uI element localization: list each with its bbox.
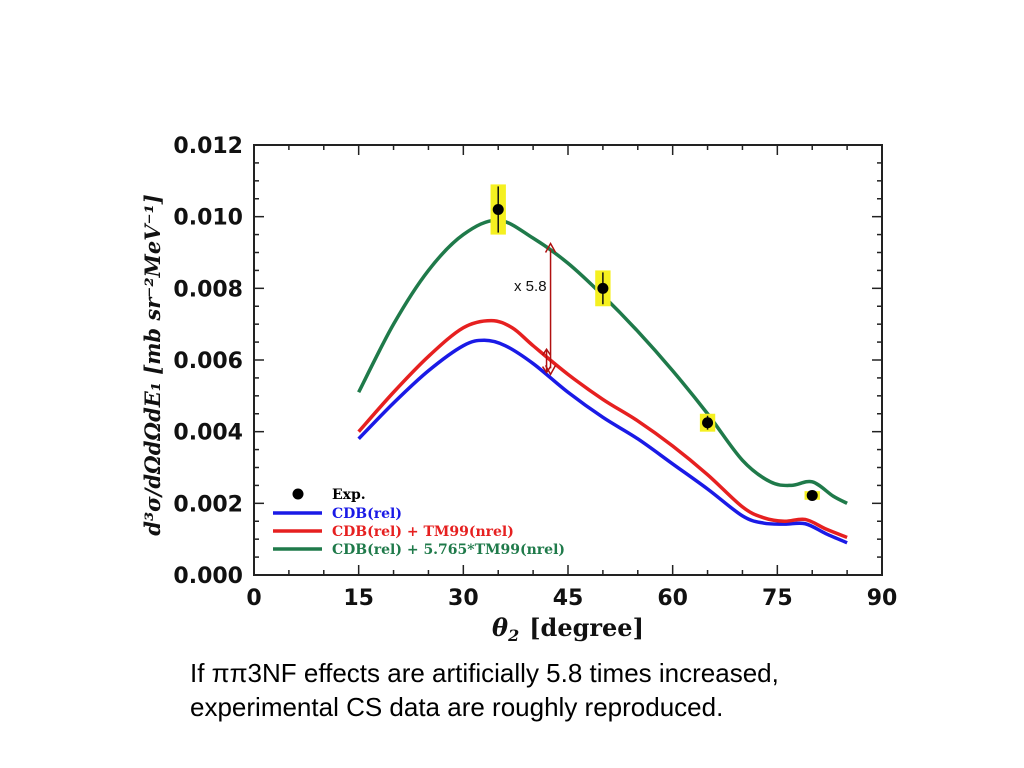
cdb-tm99-curve: [357, 318, 848, 540]
x-tick-label: 0: [246, 586, 261, 611]
x-tick-label: 75: [762, 586, 793, 611]
small-arrow-head-bottom: [541, 366, 552, 374]
x-tick-label: 15: [343, 586, 374, 611]
y-tick-label: 0.012: [173, 134, 243, 159]
y-tick-label: 0.004: [173, 421, 243, 446]
x-axis-title: θ2 [degree]: [492, 613, 644, 645]
legend-label-cdb-rel-curve: CDB(rel): [332, 506, 402, 522]
caption: If ππ3NF effects are artificially 5.8 ti…: [190, 656, 910, 724]
caption-line-1: If ππ3NF effects are artificially 5.8 ti…: [190, 658, 779, 688]
caption-line-2: experimental CS data are roughly reprodu…: [190, 692, 724, 722]
exp-point: [492, 204, 504, 215]
exp-point: [702, 417, 714, 429]
small-arrow-head-top: [541, 347, 552, 356]
cross-section-chart: 0 15 30 45 60 75 90 0.0000.0020.0040.0060.0080…: [140, 134, 897, 645]
x-tick-label: 45: [553, 586, 584, 611]
legend: Exp. CDB(rel) CDB(rel) + TM99(nrel) CDB(rel…: [273, 487, 565, 558]
x-tick-labels: 0 15 30 45 60 75 90: [246, 586, 897, 611]
x-tick-label: 90: [867, 586, 898, 611]
legend-label-cdb-tm99-curve: CDB(rel) + TM99(nrel): [332, 524, 514, 540]
y-tick-label: 0.000: [173, 564, 243, 589]
exp-point: [806, 489, 818, 501]
cdb-rel-curve: [357, 338, 848, 545]
experimental-points: [490, 184, 820, 501]
y-tick-label: 0.008: [173, 277, 243, 302]
scale-annotation: x 5.8: [514, 241, 557, 376]
axis-ticks: [253, 144, 883, 576]
x-tick-label: 60: [657, 586, 688, 611]
x-tick-label: 30: [448, 586, 479, 611]
big-arrow-head-top: [544, 241, 557, 253]
legend-label-cdb-scaled-tm99-curve: CDB(rel) + 5.765*TM99(nrel): [332, 542, 565, 558]
scale-factor-label: x 5.8: [514, 278, 547, 295]
y-tick-label: 0.010: [173, 206, 243, 231]
y-tick-labels: 0.000 0.002 0.004 0.006 0.008 0.010 0.012: [173, 134, 243, 589]
cdb-scaled-tm99-curve: [357, 218, 848, 505]
y-axis-title: d³σ/dΩdΩdE₁ [mb sr⁻²MeV⁻¹]: [140, 194, 165, 535]
plot-frame: [253, 144, 883, 576]
y-tick-label: 0.002: [173, 492, 243, 517]
legend-label-exp: Exp.: [332, 487, 366, 503]
legend-exp-marker: [292, 488, 304, 500]
model-curves: [357, 218, 848, 545]
exp-point: [597, 282, 609, 294]
y-tick-label: 0.006: [173, 349, 243, 374]
